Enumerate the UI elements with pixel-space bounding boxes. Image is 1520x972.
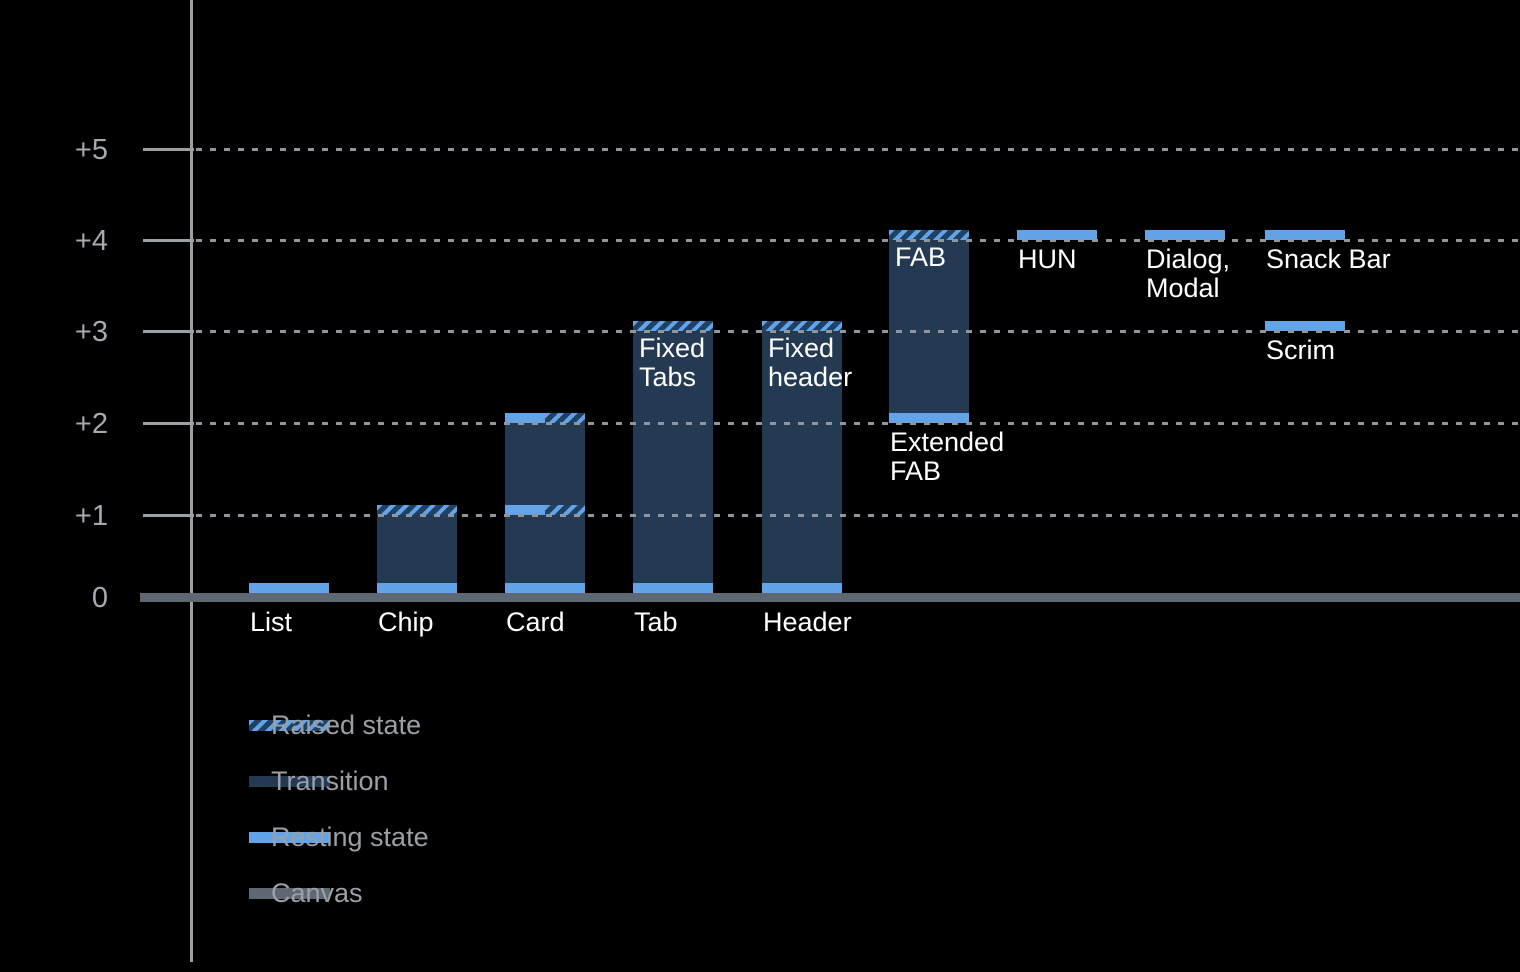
- legend-swatch-transition: [249, 775, 330, 787]
- fab-transition-segment: [889, 240, 969, 413]
- legend-label-resting: Resting state: [271, 822, 429, 852]
- card-resting-segment: [505, 583, 585, 593]
- card-band-split-2: [505, 505, 585, 515]
- y-tick-2: [143, 422, 194, 425]
- legend-swatch-resting: [249, 831, 330, 843]
- header-transition-segment: [762, 331, 842, 583]
- tab-resting-segment: [633, 583, 713, 593]
- tab-inner-label: Fixed Tabs: [639, 333, 706, 392]
- header-inner-label: Fixed header: [768, 333, 853, 392]
- scrim-label: Scrim: [1266, 335, 1335, 365]
- legend-label-transition: Transition: [271, 766, 389, 796]
- resting-half: [505, 413, 545, 423]
- y-tick-4: [143, 239, 194, 242]
- hun-resting-segment: [1017, 230, 1097, 240]
- y-tick-label-3: +3: [74, 316, 108, 348]
- scrim-resting-segment: [1265, 321, 1345, 331]
- snack-bar-label: Snack Bar: [1266, 244, 1391, 274]
- card-band-split-3: [505, 413, 585, 423]
- y-axis-line: [190, 0, 193, 962]
- fab-resting-segment: [889, 413, 969, 423]
- chip-axis-label: Chip: [378, 607, 434, 637]
- header-resting-segment: [762, 583, 842, 593]
- legend-swatch-canvas: [249, 887, 330, 899]
- y-tick-label-0: 0: [91, 581, 108, 614]
- chip-resting-segment: [377, 583, 457, 593]
- list-axis-label: List: [250, 607, 293, 637]
- resting-half: [505, 505, 545, 515]
- card-axis-label: Card: [506, 607, 565, 637]
- list-resting-segment: [249, 583, 329, 593]
- legend-label-raised: Raised state: [271, 710, 422, 740]
- y-tick-label-2: +2: [74, 408, 108, 440]
- tab-transition-segment: [633, 331, 713, 583]
- hun-label: HUN: [1018, 244, 1077, 274]
- header-raised-segment: [762, 321, 842, 331]
- y-tick-1: [143, 514, 194, 517]
- chip-transition-segment: [377, 515, 457, 583]
- fab-raised-segment: [889, 230, 969, 240]
- legend-swatch-raised: [249, 719, 330, 731]
- tab-axis-label: Tab: [634, 607, 678, 637]
- raised-half: [545, 413, 585, 423]
- y-tick-label-4: +4: [74, 225, 108, 257]
- legend-label-canvas: Canvas: [271, 878, 363, 908]
- y-tick-3: [143, 330, 194, 333]
- tab-raised-segment: [633, 321, 713, 331]
- dialog-modal-label: Dialog, Modal: [1146, 244, 1231, 303]
- y-tick-label-5: +5: [74, 134, 108, 166]
- snack-bar-resting-segment: [1265, 230, 1345, 240]
- card-transition-segment: [505, 423, 585, 583]
- raised-half: [545, 505, 585, 515]
- chip-raised-segment: [377, 505, 457, 515]
- header-axis-label: Header: [763, 607, 852, 637]
- y-tick-label-1: +1: [74, 500, 108, 532]
- fab-inner-label: FAB: [895, 242, 947, 272]
- dialog-modal-resting-segment: [1145, 230, 1225, 240]
- fab-label: Extended FAB: [890, 427, 1005, 486]
- y-tick-5: [143, 148, 194, 151]
